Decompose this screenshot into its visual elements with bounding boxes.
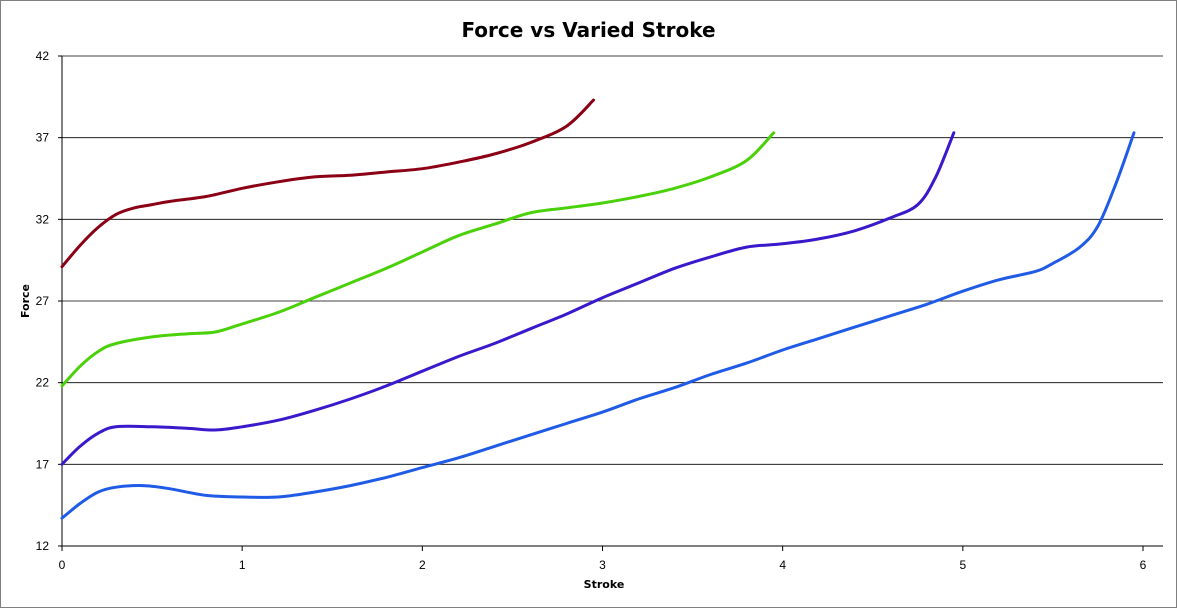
y-tick-label: 17 xyxy=(36,457,50,471)
series-line-4 xyxy=(60,131,1136,520)
x-tick-label: 6 xyxy=(1140,558,1147,572)
x-axis-title: Stroke xyxy=(584,578,625,591)
x-tick-labels: 0 1 2 3 4 5 6 xyxy=(59,558,1147,572)
chart-title: Force vs Varied Stroke xyxy=(461,18,716,42)
y-tick-label: 32 xyxy=(36,212,50,226)
series-line-2 xyxy=(60,131,776,388)
x-tick-label: 4 xyxy=(779,558,786,572)
x-tick-label: 1 xyxy=(239,558,246,572)
y-tick-label: 42 xyxy=(36,49,50,63)
y-tick-label: 22 xyxy=(36,376,50,390)
x-tick-label: 0 xyxy=(59,558,66,572)
series-line-3 xyxy=(60,131,956,466)
x-tick-label: 3 xyxy=(599,558,606,572)
y-tick-label: 37 xyxy=(36,131,50,145)
y-tick-label: 27 xyxy=(36,294,50,308)
y-axis-title: Force xyxy=(19,284,32,318)
gridlines xyxy=(62,55,1163,465)
y-tick-labels: 12 17 22 27 32 37 42 xyxy=(36,49,50,553)
x-tick-label: 2 xyxy=(419,558,426,572)
y-tick-label: 12 xyxy=(36,539,50,553)
series-line-1 xyxy=(60,98,595,269)
series-lines xyxy=(60,98,1136,520)
x-tick-label: 5 xyxy=(959,558,966,572)
axes xyxy=(58,55,1163,551)
